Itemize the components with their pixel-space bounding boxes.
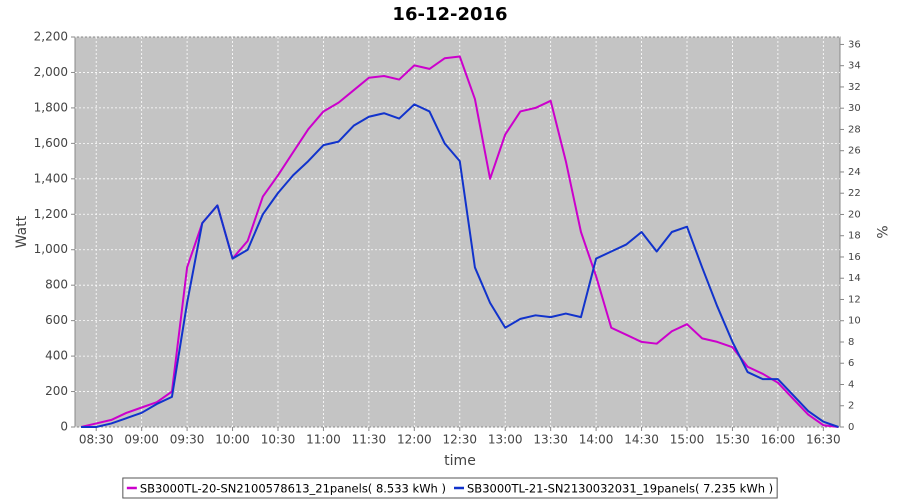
y2-tick-label: 2 xyxy=(848,401,854,412)
plot-area xyxy=(74,36,841,428)
x-tick-label: 16:00 xyxy=(761,433,796,447)
x-tick-label: 10:00 xyxy=(215,433,250,447)
y2-axis-label: % xyxy=(873,225,889,238)
y2-tick-label: 10 xyxy=(848,316,861,327)
y-tick-label: 200 xyxy=(45,384,68,398)
y-axis-label: Watt xyxy=(14,215,30,248)
y2-tick-label: 14 xyxy=(848,273,861,284)
legend: SB3000TL-20-SN2100578613_21panels( 8.533… xyxy=(122,477,778,499)
y2-tick-label: 4 xyxy=(848,379,854,390)
chart-title: 16-12-2016 xyxy=(392,4,507,25)
y2-tick-label: 12 xyxy=(848,294,861,305)
x-tick-label: 12:30 xyxy=(442,433,477,447)
y-tick-label: 400 xyxy=(45,349,68,363)
y2-tick-label: 0 xyxy=(848,422,854,433)
y2-tick-label: 26 xyxy=(848,146,861,157)
x-tick-label: 13:00 xyxy=(488,433,523,447)
x-axis-label: time xyxy=(444,453,476,469)
y2-tick-label: 16 xyxy=(848,252,861,263)
y2-tick-label: 30 xyxy=(848,103,861,114)
y-tick-label: 1,400 xyxy=(34,171,68,185)
y-tick-label: 1,000 xyxy=(34,242,68,256)
series-line xyxy=(81,103,839,428)
y2-tick-label: 6 xyxy=(848,358,854,369)
y-tick-label: 600 xyxy=(45,313,68,327)
x-tick-label: 16:30 xyxy=(806,433,841,447)
y-tick-label: 2,000 xyxy=(34,65,68,79)
x-tick-label: 10:30 xyxy=(261,433,296,447)
y2-tick-label: 22 xyxy=(848,188,861,199)
y2-tick-label: 34 xyxy=(848,61,861,72)
y2-tick-label: 32 xyxy=(848,82,861,93)
x-tick-label: 09:00 xyxy=(124,433,159,447)
y-tick-label: 2,200 xyxy=(34,30,68,44)
y2-tick-label: 18 xyxy=(848,231,861,242)
x-tick-label: 13:30 xyxy=(533,433,568,447)
x-tick-label: 08:30 xyxy=(79,433,114,447)
y-tick-label: 800 xyxy=(45,278,68,292)
y-tick-label: 1,800 xyxy=(34,100,68,114)
x-tick-label: 11:00 xyxy=(306,433,341,447)
y2-tick-label: 8 xyxy=(848,337,854,348)
x-tick-label: 14:30 xyxy=(624,433,659,447)
y2-tick-label: 24 xyxy=(848,167,861,178)
legend-label: SB3000TL-20-SN2100578613_21panels( 8.533… xyxy=(140,482,446,496)
y2-tick-label: 28 xyxy=(848,124,861,135)
y-tick-label: 1,200 xyxy=(34,207,68,221)
x-tick-label: 14:00 xyxy=(579,433,614,447)
x-tick-label: 09:30 xyxy=(170,433,205,447)
x-tick-label: 12:00 xyxy=(397,433,432,447)
x-tick-label: 15:00 xyxy=(670,433,705,447)
y2-tick-label: 36 xyxy=(848,39,861,50)
y-tick-label: 1,600 xyxy=(34,136,68,150)
x-tick-label: 11:30 xyxy=(352,433,387,447)
x-tick-label: 15:30 xyxy=(715,433,750,447)
y-tick-label: 0 xyxy=(60,420,68,434)
legend-box xyxy=(122,477,778,499)
y2-tick-label: 20 xyxy=(848,209,861,220)
legend-label: SB3000TL-21-SN2130032031_19panels( 7.235… xyxy=(467,482,773,496)
